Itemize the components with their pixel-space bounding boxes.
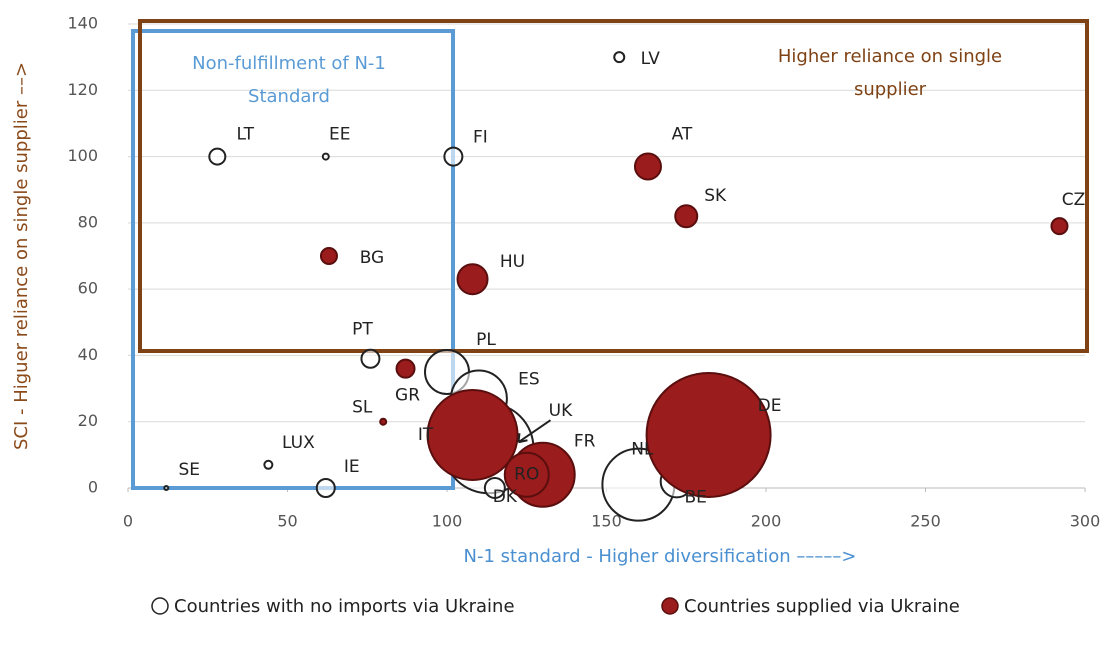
bubble (426, 388, 519, 481)
bubble (315, 478, 336, 498)
annotation-text: supplier (854, 79, 927, 100)
bubble (379, 417, 388, 426)
point-label: LUX (282, 433, 315, 453)
y-tick-label: 0 (88, 478, 98, 497)
y-tick-label: 40 (78, 345, 98, 364)
point-label: DE (758, 396, 782, 416)
bubble (263, 459, 274, 470)
point-label: RO (514, 465, 539, 485)
y-tick-label: 120 (67, 80, 98, 99)
y-tick-label: 20 (78, 411, 98, 430)
x-tick-label: 50 (277, 512, 297, 531)
point-label: UK (549, 401, 573, 421)
point-label: AT (672, 125, 693, 145)
annotation-text: Higher reliance on single (778, 46, 1002, 67)
bubble (456, 263, 489, 296)
x-tick-label: 250 (910, 512, 941, 531)
y-tick-label: 80 (78, 212, 98, 231)
annotation-box (138, 19, 1089, 353)
annotation-box (131, 29, 455, 490)
point-label: SK (704, 186, 727, 206)
point-label: PT (352, 320, 373, 340)
point-label: PL (476, 330, 496, 350)
point-label: DK (493, 487, 518, 507)
y-tick-label: 140 (67, 14, 98, 33)
point-label: HU (500, 252, 525, 272)
bubble (360, 348, 381, 369)
point-label: ES (518, 370, 540, 390)
legend-label: Countries supplied via Ukraine (684, 596, 960, 617)
annotation-text: Non-fulfillment of N-1 (192, 53, 386, 74)
x-axis-label: N-1 standard - Higher diversification ––… (464, 546, 857, 567)
point-label: CZ (1062, 190, 1086, 210)
bubble (319, 247, 338, 265)
point-label: GR (395, 386, 420, 406)
point-label: EE (329, 125, 350, 145)
label-arrow (517, 419, 552, 444)
bubble (674, 204, 699, 229)
series (163, 51, 694, 522)
bubble (503, 451, 550, 498)
x-tick-label: 100 (432, 512, 463, 531)
point-label: LV (641, 49, 661, 69)
point-label: FR (574, 432, 596, 452)
point-label: SE (179, 460, 201, 480)
bubble (443, 146, 464, 167)
y-axis-label: SCI - Higuer reliance on single supplier… (11, 62, 32, 450)
legend-label: Countries with no imports via Ukraine (174, 596, 515, 617)
series (319, 152, 1069, 508)
bubble (483, 477, 506, 499)
point-label: IE (344, 457, 360, 477)
point-label: BG (360, 248, 385, 268)
point-label: LT (237, 125, 255, 145)
x-tick-label: 150 (591, 512, 622, 531)
point-label: FI (473, 128, 488, 148)
point-label: IT (418, 425, 434, 445)
point-label: SL (352, 398, 373, 418)
point-label: BE (684, 487, 706, 507)
bubble (613, 51, 626, 64)
legend-marker (151, 597, 169, 615)
bubble (163, 485, 170, 491)
y-tick-label: 60 (78, 279, 98, 298)
x-tick-label: 300 (1070, 512, 1101, 531)
x-tick-label: 0 (123, 512, 133, 531)
bubble (645, 371, 772, 498)
point-label: NL (631, 440, 654, 460)
annotation-text: Standard (248, 86, 330, 107)
x-tick-label: 200 (751, 512, 782, 531)
bubble (1050, 217, 1069, 236)
bubble (208, 147, 227, 166)
bubble (321, 152, 330, 161)
y-tick-label: 100 (67, 146, 98, 165)
bubble (633, 152, 662, 181)
legend-marker (661, 597, 679, 615)
bubble (395, 358, 416, 379)
